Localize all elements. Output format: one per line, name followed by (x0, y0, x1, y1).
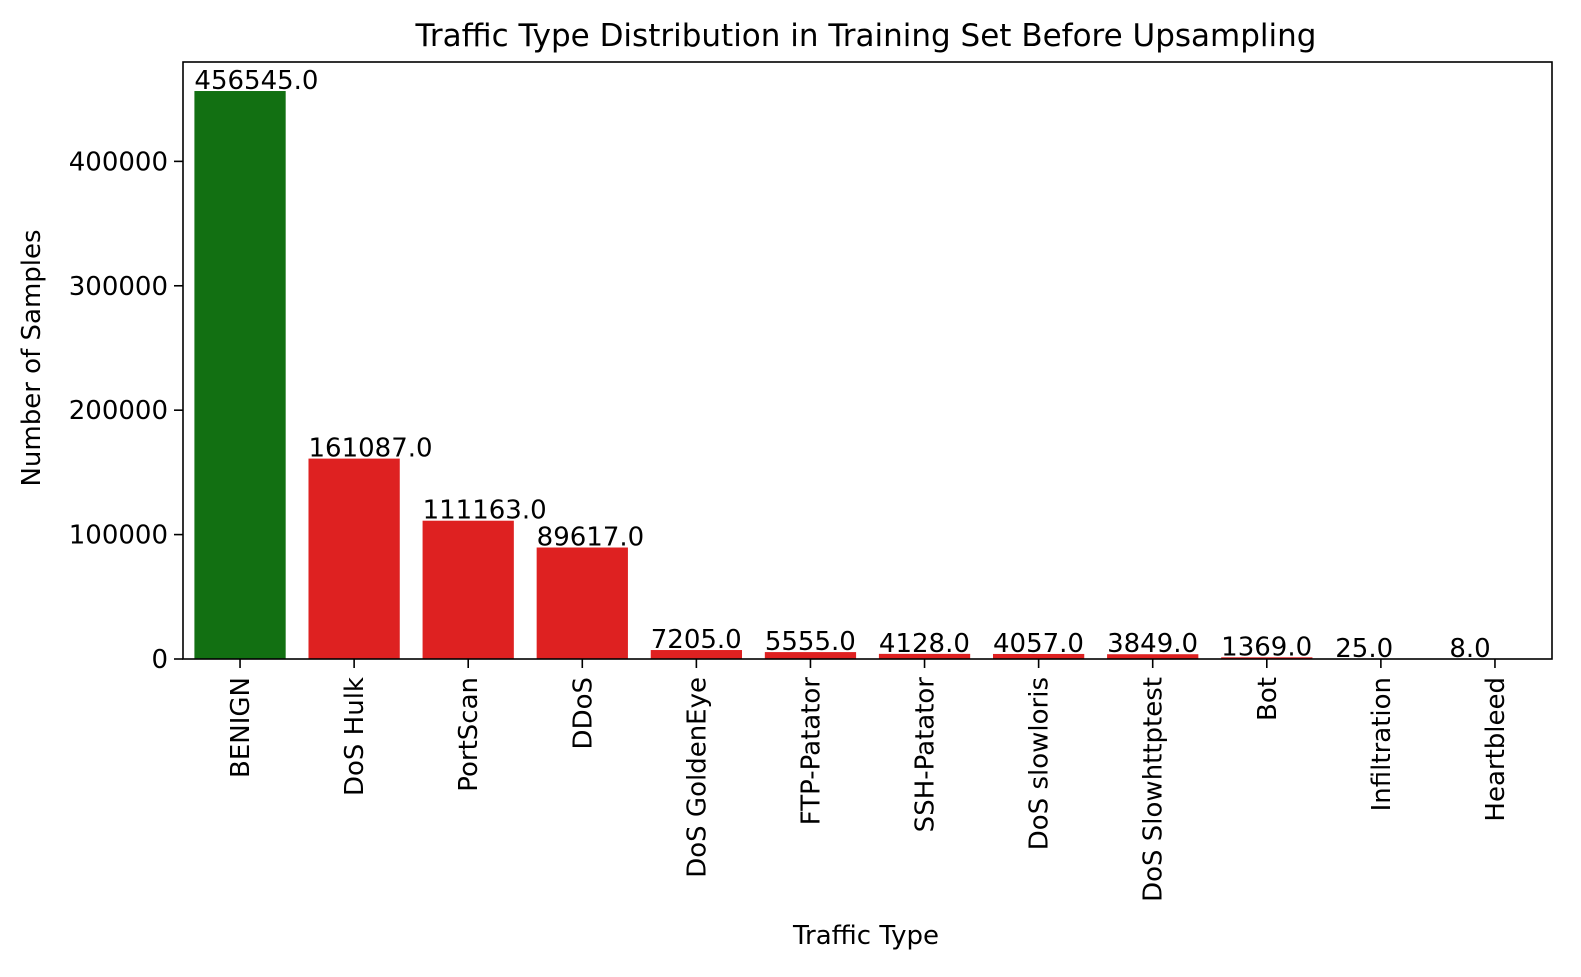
bar-bot (1221, 657, 1313, 659)
bar-dos-hulk (308, 458, 400, 659)
bar-ssh-patator (878, 653, 971, 659)
data-label: 161087.0 (308, 434, 432, 464)
x-tick-label: Bot (1253, 677, 1283, 721)
x-tick-label: BENIGN (226, 677, 256, 778)
bar-ddos (536, 547, 628, 659)
bars-layer (194, 91, 1541, 660)
bar-dos-goldeneye (650, 650, 743, 659)
x-axis: BENIGN DoS Hulk PortScan DDoS DoS GoldenEye F… (226, 659, 1511, 902)
x-tick-label: DoS Slowhttptest (1139, 677, 1169, 902)
bar-dos-slowloris (992, 653, 1085, 659)
data-label: 111163.0 (423, 496, 547, 526)
data-label: 1369.0 (1221, 632, 1312, 662)
y-tick-label: 100000 (69, 521, 168, 551)
x-axis-label: Traffic Type (792, 921, 939, 951)
data-label: 4057.0 (993, 629, 1084, 659)
bar-dos-slowhttptest (1107, 654, 1199, 659)
data-label: 89617.0 (537, 523, 645, 553)
y-axis-label: Number of Samples (17, 229, 47, 486)
y-axis: 0 100000 200000 300000 400000 (69, 147, 183, 675)
plot-frame (182, 61, 1553, 660)
x-tick-label: DoS GoldenEye (682, 677, 712, 878)
x-tick-label: Heartbleed (1481, 677, 1511, 822)
x-tick-label: SSH-Patator (911, 677, 941, 833)
x-tick-label: FTP-Patator (796, 677, 826, 826)
bar-portscan (422, 520, 514, 659)
x-tick-label: DoS Hulk (340, 677, 370, 796)
bar-benign (194, 91, 286, 660)
data-label: 5555.0 (765, 627, 856, 657)
data-label: 4128.0 (879, 629, 970, 659)
data-label: 7205.0 (651, 625, 742, 655)
y-tick-label: 400000 (69, 147, 168, 177)
y-tick-label: 200000 (69, 396, 168, 426)
y-tick-label: 300000 (69, 272, 168, 302)
x-tick-label: Infiltration (1367, 677, 1397, 811)
y-tick-label: 0 (151, 645, 168, 675)
chart-title: Traffic Type Distribution in Training Se… (415, 18, 1317, 54)
x-tick-label: DDoS (568, 677, 598, 749)
data-label: 3849.0 (1107, 629, 1198, 659)
data-label: 456545.0 (194, 66, 318, 96)
bar-ftp-patator (764, 652, 857, 659)
x-tick-label: DoS slowloris (1025, 677, 1055, 850)
x-tick-label: PortScan (454, 677, 484, 792)
